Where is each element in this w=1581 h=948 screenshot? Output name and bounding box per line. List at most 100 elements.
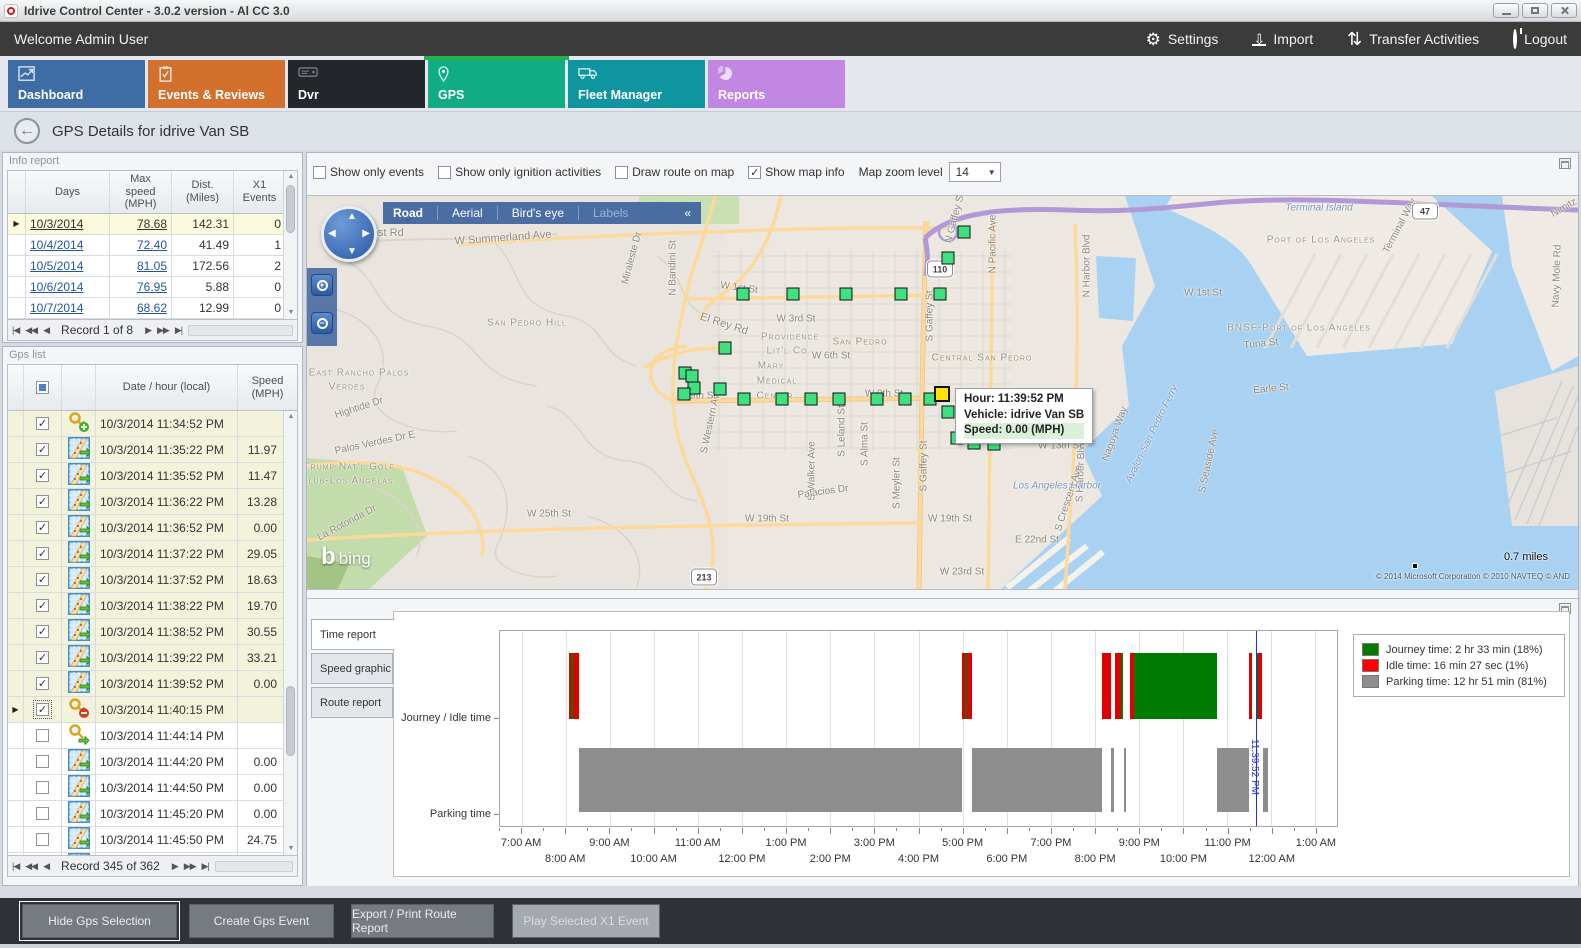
row-checkbox[interactable]: ✓ bbox=[36, 495, 49, 508]
map-marker[interactable] bbox=[737, 392, 751, 406]
gps-list-scrollbar[interactable]: ▲ ▼ bbox=[283, 411, 297, 855]
max-speed-link[interactable]: 72.40 bbox=[136, 237, 167, 252]
map-marker[interactable] bbox=[713, 382, 727, 396]
pager-next-0[interactable]: ▶ bbox=[171, 860, 179, 871]
list-item[interactable]: ✓ 10/3/2014 11:35:22 PM 11.97 bbox=[8, 437, 283, 463]
minimize-button[interactable] bbox=[1493, 3, 1519, 18]
selected-map-marker[interactable] bbox=[934, 386, 950, 402]
row-checkbox[interactable]: ✓ bbox=[36, 651, 49, 664]
map-zoom-in-button[interactable]: + bbox=[311, 274, 333, 296]
list-item[interactable]: 10/3/2014 11:44:50 PM 0.00 bbox=[8, 775, 283, 801]
option-checkbox[interactable] bbox=[615, 165, 629, 179]
map-marker[interactable] bbox=[894, 287, 908, 301]
pager-prev-2[interactable]: ◀ bbox=[43, 860, 50, 871]
date-link[interactable]: 10/6/2014 bbox=[30, 279, 84, 294]
info-report-scrollbar[interactable]: ▲ ▼ bbox=[283, 171, 297, 319]
map-marker[interactable] bbox=[839, 287, 853, 301]
map-marker[interactable] bbox=[804, 392, 818, 406]
chart-tab-speed-graphic[interactable]: Speed graphic bbox=[311, 653, 393, 684]
row-checkbox[interactable]: ✓ bbox=[36, 677, 49, 690]
map-marker[interactable] bbox=[933, 287, 947, 301]
list-item[interactable]: ✓ 10/3/2014 11:34:52 PM bbox=[8, 411, 283, 437]
map-marker[interactable] bbox=[832, 392, 846, 406]
map-marker[interactable] bbox=[677, 387, 691, 401]
navbar-collapse-button[interactable]: « bbox=[684, 206, 691, 220]
export-print-route-report-button[interactable]: Export / Print Route Report bbox=[351, 904, 494, 938]
table-row[interactable]: 10/5/2014 81.05 172.56 2 bbox=[8, 255, 297, 277]
map-view-road[interactable]: Road bbox=[393, 206, 423, 223]
list-item[interactable]: ✓ 10/3/2014 11:38:52 PM 30.55 bbox=[8, 619, 283, 645]
import-button[interactable]: ⇩ Import bbox=[1252, 31, 1313, 47]
option-show-only-ignition-activities[interactable]: Show only ignition activities bbox=[438, 165, 601, 179]
map-view-bird-s-eye[interactable]: Bird's eye bbox=[511, 206, 564, 220]
tab-dvr[interactable]: Dvr bbox=[288, 60, 425, 108]
list-item[interactable]: 10/3/2014 11:46:20 PM17.93 bbox=[8, 853, 283, 855]
option-checkbox[interactable] bbox=[313, 165, 326, 179]
map-compass-control[interactable]: ▲ ▼ ◀ ▶ bbox=[321, 206, 377, 262]
tab-fleet-manager[interactable]: Fleet Manager bbox=[568, 60, 705, 108]
map-marker[interactable] bbox=[736, 287, 750, 301]
map-marker[interactable] bbox=[941, 251, 955, 265]
tab-gps[interactable]: GPS bbox=[424, 56, 569, 108]
chart-tab-route-report[interactable]: Route report bbox=[311, 687, 393, 718]
pager-next-0[interactable]: ▶ bbox=[145, 324, 152, 335]
map-marker[interactable] bbox=[786, 287, 800, 301]
pager-prev-0[interactable]: |◀ bbox=[12, 860, 20, 871]
max-speed-link[interactable]: 76.95 bbox=[136, 279, 167, 294]
row-checkbox[interactable]: ✓ bbox=[36, 469, 49, 482]
pager-next-2[interactable]: ▶| bbox=[174, 324, 183, 335]
table-row[interactable]: 10/6/2014 76.95 5.88 0 bbox=[8, 276, 297, 298]
date-link[interactable]: 10/3/2014 bbox=[30, 216, 84, 231]
list-item[interactable]: ✓ 10/3/2014 11:36:22 PM 13.28 bbox=[8, 489, 283, 515]
list-item[interactable]: ✓ 10/3/2014 11:38:22 PM 19.70 bbox=[8, 593, 283, 619]
pager-next-2[interactable]: ▶| bbox=[201, 860, 210, 871]
list-item[interactable]: ✓ 10/3/2014 11:37:52 PM 18.63 bbox=[8, 567, 283, 593]
list-item[interactable]: 10/3/2014 11:44:20 PM 0.00 bbox=[8, 749, 283, 775]
create-gps-event-button[interactable]: Create Gps Event bbox=[189, 904, 334, 938]
list-item[interactable]: ✓ 10/3/2014 11:35:52 PM 11.47 bbox=[8, 463, 283, 489]
maximize-button[interactable] bbox=[1522, 3, 1548, 18]
row-checkbox[interactable] bbox=[36, 755, 49, 768]
option-show-map-info[interactable]: ✓ Show map info bbox=[748, 165, 845, 179]
map-zoom-level-select[interactable]: 14 ▼ bbox=[948, 162, 1001, 182]
map-panel-maximize-button[interactable] bbox=[1559, 158, 1571, 169]
list-item[interactable]: ✓ 10/3/2014 11:37:22 PM 29.05 bbox=[8, 541, 283, 567]
row-checkbox[interactable]: ✓ bbox=[36, 573, 49, 586]
map-marker[interactable] bbox=[957, 225, 971, 239]
map-marker[interactable] bbox=[718, 341, 732, 355]
map-marker[interactable] bbox=[898, 392, 912, 406]
date-link[interactable]: 10/7/2014 bbox=[30, 300, 84, 315]
map-view-aerial[interactable]: Aerial bbox=[452, 206, 483, 220]
row-checkbox[interactable]: ✓ bbox=[36, 625, 49, 638]
map-marker[interactable] bbox=[870, 392, 884, 406]
select-all-checkbox[interactable] bbox=[36, 381, 49, 394]
close-button[interactable] bbox=[1551, 3, 1577, 18]
pager-next-1[interactable]: ▶▶ bbox=[157, 324, 170, 335]
max-speed-link[interactable]: 68.62 bbox=[136, 300, 167, 315]
row-checkbox[interactable]: ✓ bbox=[36, 521, 49, 534]
pager-prev-2[interactable]: ◀ bbox=[43, 324, 50, 335]
date-link[interactable]: 10/5/2014 bbox=[30, 258, 84, 273]
option-checkbox[interactable]: ✓ bbox=[748, 165, 762, 179]
row-checkbox[interactable] bbox=[36, 781, 49, 794]
list-item[interactable]: ✓ 10/3/2014 11:39:22 PM 33.21 bbox=[8, 645, 283, 671]
list-item[interactable]: 10/3/2014 11:45:20 PM 0.00 bbox=[8, 801, 283, 827]
pager-next-1[interactable]: ▶▶ bbox=[183, 860, 197, 871]
table-row[interactable]: 10/7/2014 68.62 12.99 0 bbox=[8, 297, 297, 319]
row-checkbox[interactable]: ✓ bbox=[36, 547, 49, 560]
list-item[interactable]: 10/3/2014 11:45:50 PM 24.75 bbox=[8, 827, 283, 853]
max-speed-link[interactable]: 78.68 bbox=[136, 216, 167, 231]
tab-dashboard[interactable]: Dashboard bbox=[8, 60, 145, 108]
row-checkbox[interactable]: ✓ bbox=[36, 443, 49, 456]
row-checkbox[interactable] bbox=[36, 729, 49, 742]
settings-button[interactable]: ⚙ Settings bbox=[1146, 31, 1219, 48]
option-checkbox[interactable] bbox=[438, 165, 452, 179]
list-item[interactable]: ✓ 10/3/2014 11:36:52 PM 0.00 bbox=[8, 515, 283, 541]
pager-prev-1[interactable]: ◀◀ bbox=[25, 860, 38, 871]
option-show-only-events[interactable]: Show only events bbox=[313, 165, 424, 179]
row-checkbox[interactable]: ✓ bbox=[36, 417, 49, 430]
list-item[interactable]: ▶ ✓ 10/3/2014 11:40:15 PM bbox=[8, 697, 283, 723]
option-draw-route-on-map[interactable]: Draw route on map bbox=[615, 165, 734, 179]
chart-tab-time-report[interactable]: Time report bbox=[311, 619, 395, 650]
